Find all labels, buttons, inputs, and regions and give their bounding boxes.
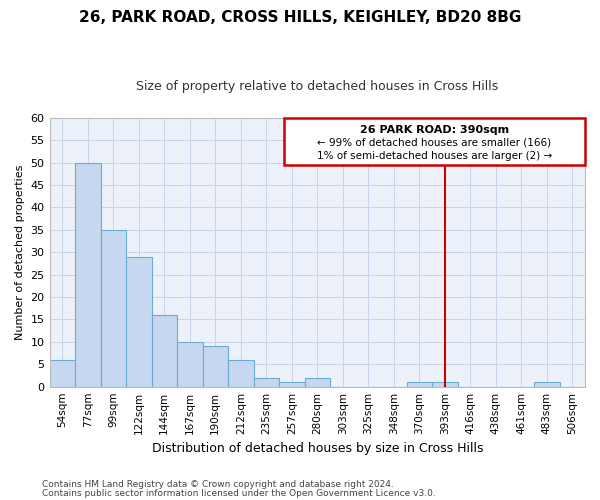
Bar [203, 346, 228, 387]
Bar [75, 162, 101, 386]
Bar [254, 378, 279, 386]
Bar [126, 256, 152, 386]
Text: Contains HM Land Registry data © Crown copyright and database right 2024.: Contains HM Land Registry data © Crown c… [42, 480, 394, 489]
Bar [534, 382, 560, 386]
Text: ← 99% of detached houses are smaller (166): ← 99% of detached houses are smaller (16… [317, 138, 551, 148]
Bar [432, 382, 458, 386]
Bar [152, 315, 177, 386]
Text: 26, PARK ROAD, CROSS HILLS, KEIGHLEY, BD20 8BG: 26, PARK ROAD, CROSS HILLS, KEIGHLEY, BD… [79, 10, 521, 25]
Text: Contains public sector information licensed under the Open Government Licence v3: Contains public sector information licen… [42, 490, 436, 498]
Bar [101, 230, 126, 386]
Bar [407, 382, 432, 386]
Y-axis label: Number of detached properties: Number of detached properties [15, 164, 25, 340]
Bar [228, 360, 254, 386]
Bar [177, 342, 203, 386]
FancyBboxPatch shape [284, 118, 585, 165]
Bar [305, 378, 330, 386]
Text: 1% of semi-detached houses are larger (2) →: 1% of semi-detached houses are larger (2… [317, 152, 552, 162]
Bar [50, 360, 75, 386]
X-axis label: Distribution of detached houses by size in Cross Hills: Distribution of detached houses by size … [152, 442, 483, 455]
Bar [279, 382, 305, 386]
Title: Size of property relative to detached houses in Cross Hills: Size of property relative to detached ho… [136, 80, 499, 93]
Text: 26 PARK ROAD: 390sqm: 26 PARK ROAD: 390sqm [360, 124, 509, 134]
